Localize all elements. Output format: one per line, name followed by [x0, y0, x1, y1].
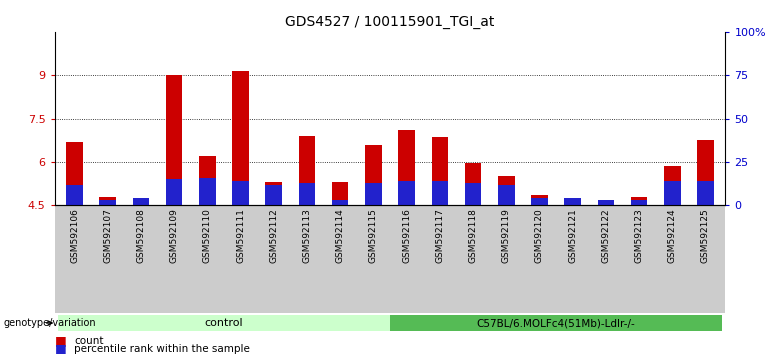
Bar [199, 178, 215, 205]
Bar [166, 179, 183, 205]
Bar [631, 200, 647, 205]
Text: control: control [204, 318, 243, 328]
Bar [166, 75, 183, 205]
Bar [697, 181, 714, 205]
Bar [133, 198, 149, 205]
Bar [332, 200, 349, 205]
Bar [99, 197, 116, 205]
Bar [232, 181, 249, 205]
Bar [498, 184, 515, 205]
Bar [565, 198, 581, 205]
Bar [299, 136, 315, 205]
Text: ■: ■ [55, 334, 70, 347]
Bar [399, 130, 415, 205]
Bar [597, 204, 614, 205]
Title: GDS4527 / 100115901_TGI_at: GDS4527 / 100115901_TGI_at [285, 16, 495, 29]
Bar [631, 197, 647, 205]
Bar [332, 182, 349, 205]
Bar [465, 164, 481, 205]
Bar [99, 200, 116, 205]
Text: ■: ■ [55, 342, 70, 354]
Bar [531, 198, 548, 205]
Bar [265, 184, 282, 205]
Bar [232, 71, 249, 205]
Bar [531, 195, 548, 205]
Bar [431, 181, 448, 205]
Bar [133, 204, 149, 205]
Text: count: count [74, 336, 104, 346]
Bar [365, 183, 381, 205]
Text: percentile rank within the sample: percentile rank within the sample [74, 344, 250, 354]
Bar [66, 142, 83, 205]
Bar [565, 202, 581, 205]
Bar [265, 182, 282, 205]
Bar [465, 183, 481, 205]
Bar [299, 183, 315, 205]
Bar [431, 137, 448, 205]
Bar [664, 166, 681, 205]
Bar [199, 156, 215, 205]
Bar [597, 200, 614, 205]
Bar [399, 181, 415, 205]
Bar [365, 144, 381, 205]
Text: C57BL/6.MOLFc4(51Mb)-Ldlr-/-: C57BL/6.MOLFc4(51Mb)-Ldlr-/- [477, 318, 636, 328]
Bar [66, 184, 83, 205]
Bar [498, 176, 515, 205]
Text: genotype/variation: genotype/variation [4, 318, 97, 328]
Bar [697, 140, 714, 205]
Bar [664, 181, 681, 205]
